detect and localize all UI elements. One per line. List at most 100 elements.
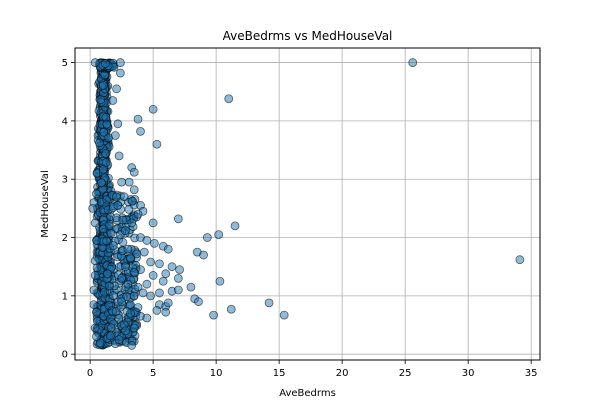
x-tick-label: 30 (462, 368, 475, 379)
data-point (101, 149, 111, 158)
data-point (99, 127, 109, 137)
data-point (129, 291, 139, 301)
plot-frame (74, 47, 541, 361)
data-point (126, 300, 135, 310)
y-axis-label: MedHouseVal (40, 170, 51, 237)
data-point (279, 310, 289, 320)
data-point (202, 233, 212, 242)
data-point (129, 167, 139, 177)
data-point (163, 298, 173, 308)
data-point (408, 58, 418, 67)
data-point (123, 244, 133, 254)
data-point (158, 276, 168, 286)
data-point (96, 178, 106, 188)
data-point (215, 276, 225, 286)
data-point (117, 273, 127, 283)
data-point (142, 313, 152, 323)
data-point (133, 209, 143, 219)
grid-lines (75, 48, 540, 360)
data-point (148, 271, 158, 280)
data-point (148, 104, 158, 114)
data-point (129, 323, 139, 333)
data-point (167, 262, 177, 272)
data-point (106, 331, 115, 341)
data-point (100, 59, 110, 69)
data-point (173, 273, 183, 283)
x-tick-label: 10 (210, 368, 223, 379)
data-point (133, 303, 143, 312)
data-point (124, 204, 134, 214)
data-point (90, 256, 100, 266)
data-point (161, 307, 171, 317)
data-point (103, 269, 112, 279)
data-point (113, 201, 123, 210)
x-tick-label: 0 (87, 368, 93, 379)
x-tick-label: 5 (150, 368, 156, 379)
data-point (149, 238, 159, 248)
data-point (117, 297, 127, 307)
data-point (95, 138, 104, 148)
data-point (173, 285, 183, 295)
data-point (98, 80, 108, 90)
data-point (89, 300, 99, 310)
data-point (224, 94, 234, 104)
x-tick-label: 25 (399, 368, 412, 379)
data-points (88, 58, 525, 350)
data-point (126, 253, 135, 263)
data-point (138, 288, 148, 298)
data-point (515, 255, 525, 265)
y-tick-label: 3 (62, 175, 68, 186)
data-point (155, 288, 164, 298)
data-point (106, 229, 116, 238)
data-point (90, 271, 100, 280)
x-tick-label: 35 (525, 368, 538, 379)
data-point (89, 285, 99, 295)
data-point (163, 244, 173, 254)
data-point (110, 131, 120, 140)
data-point (121, 226, 130, 235)
data-point (173, 214, 183, 224)
data-point (186, 282, 196, 292)
y-tick-label: 5 (62, 58, 68, 69)
data-point (111, 192, 121, 202)
x-tick-label: 20 (336, 368, 349, 379)
data-point (123, 279, 133, 289)
data-point (226, 304, 236, 314)
data-point (102, 119, 112, 129)
data-point (126, 308, 135, 318)
data-point (92, 307, 101, 317)
data-point (119, 192, 129, 202)
data-point (114, 335, 124, 344)
data-point (90, 218, 100, 228)
data-point (115, 68, 125, 78)
y-tick-label: 0 (62, 350, 68, 361)
data-point (175, 265, 184, 275)
data-point (127, 341, 137, 350)
data-point (152, 306, 162, 315)
data-point (101, 158, 111, 167)
y-tick-label: 2 (62, 233, 68, 244)
x-tick-label: 15 (273, 368, 286, 379)
data-point (139, 247, 149, 257)
data-point (148, 218, 158, 228)
data-point (92, 332, 101, 342)
data-point (92, 236, 101, 245)
x-axis-label: AveBedrms (279, 388, 336, 399)
data-point (104, 281, 114, 291)
data-point (146, 257, 156, 267)
data-point (129, 185, 139, 195)
data-point (161, 269, 171, 279)
data-point (127, 196, 137, 206)
data-point (146, 291, 156, 301)
data-point (129, 268, 139, 277)
data-point (96, 95, 106, 105)
y-tick-label: 4 (62, 116, 68, 127)
data-point (92, 189, 101, 199)
chart-title: AveBedrms vs MedHouseVal (223, 29, 393, 43)
data-point (142, 279, 152, 289)
data-point (264, 298, 274, 308)
data-point (108, 291, 118, 300)
data-point (90, 323, 100, 333)
data-point (117, 177, 127, 187)
data-point (152, 139, 162, 149)
